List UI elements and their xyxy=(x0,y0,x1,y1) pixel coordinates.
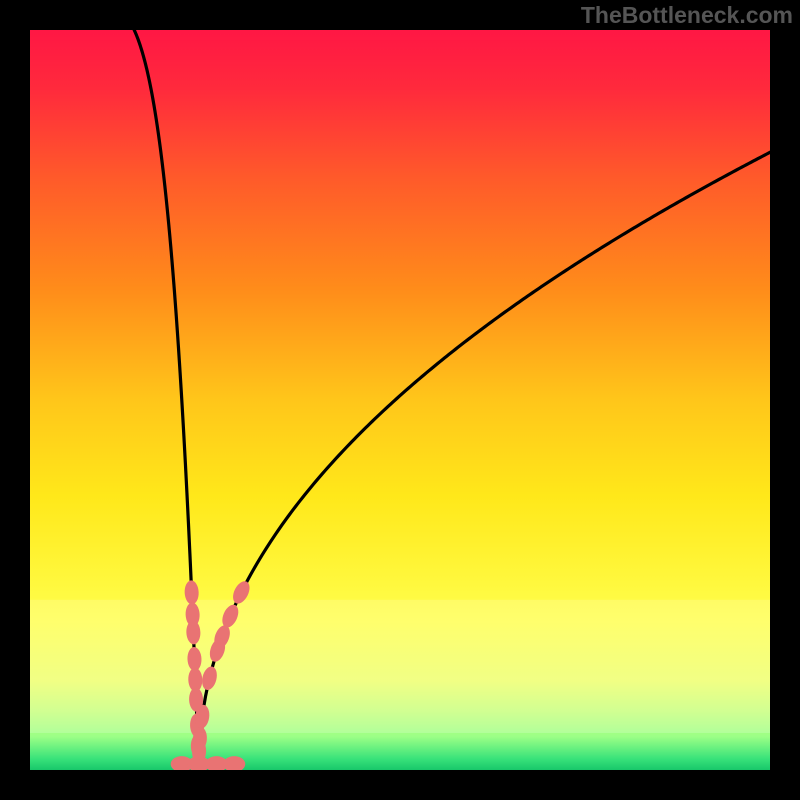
plot-svg xyxy=(30,30,770,770)
plot-area xyxy=(30,30,770,770)
watermark-text: TheBottleneck.com xyxy=(581,2,793,29)
